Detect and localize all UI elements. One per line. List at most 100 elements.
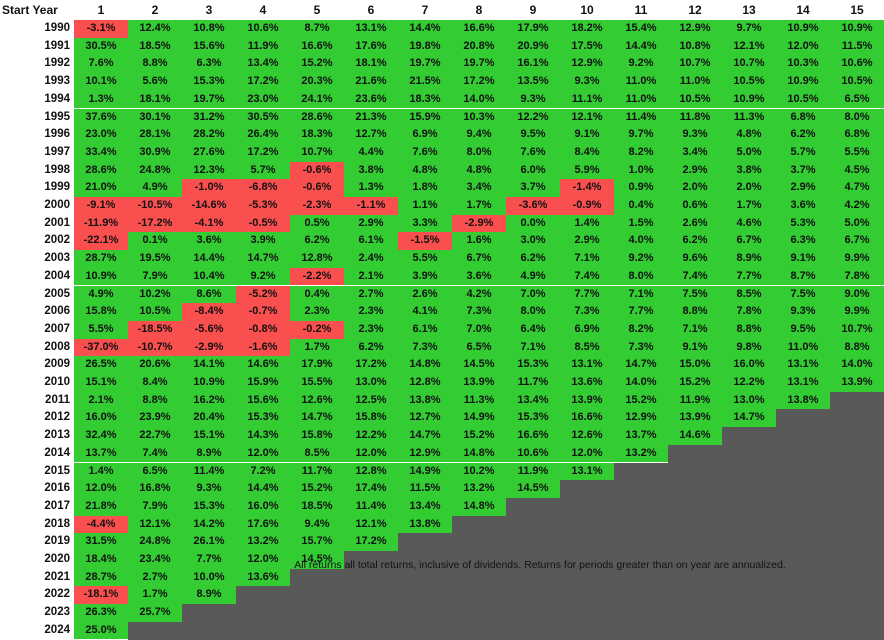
return-cell: 4.4% — [344, 143, 398, 162]
return-cell: 13.0% — [722, 391, 776, 410]
return-cell: 10.2% — [452, 462, 506, 481]
returns-table: Start Year 1 2 3 4 5 6 7 8 9 10 11 12 13 14 15 1990 -3.1%… — [2, 3, 884, 640]
year-label: 2006 — [44, 305, 70, 318]
empty-region — [182, 604, 884, 623]
return-cell: 1.7% — [128, 586, 182, 605]
year-label: 2009 — [44, 358, 70, 371]
year-label: 2018 — [44, 517, 70, 530]
return-cell: 14.4% — [398, 20, 452, 38]
return-cell: 12.3% — [182, 161, 236, 180]
return-cell: 10.1% — [74, 73, 128, 91]
return-cell: 12.9% — [398, 444, 452, 463]
return-cell: 13.6% — [560, 374, 614, 392]
return-cell: 10.5% — [830, 73, 884, 91]
return-cell: 12.8% — [398, 374, 452, 392]
column-header: 14 — [796, 3, 810, 17]
return-cell: 2.9% — [344, 214, 398, 233]
return-cell: 8.7% — [290, 20, 344, 38]
return-cell: 7.1% — [560, 250, 614, 268]
year-label: 2005 — [44, 287, 70, 300]
return-cell: 9.4% — [290, 515, 344, 534]
return-cell: 18.5% — [290, 497, 344, 516]
year-label: 1996 — [44, 128, 70, 141]
year-label: 2003 — [44, 252, 70, 265]
return-cell: 13.8% — [398, 391, 452, 410]
return-cell: -5.6% — [182, 320, 236, 339]
return-cell: 18.2% — [560, 20, 614, 38]
return-cell: -18.1% — [74, 586, 128, 605]
return-cell: 19.8% — [398, 37, 452, 56]
return-cell: 15.6% — [182, 37, 236, 56]
return-cell: 23.0% — [74, 126, 128, 144]
return-cell: 20.9% — [506, 37, 560, 56]
return-cell: 7.9% — [128, 497, 182, 516]
return-cell: 5.5% — [398, 250, 452, 268]
return-cell: 8.7% — [776, 267, 830, 286]
return-cell: 16.0% — [74, 409, 128, 428]
return-cell: 26.4% — [236, 126, 290, 144]
column-header: 6 — [367, 3, 375, 17]
return-cell: 3.9% — [236, 232, 290, 251]
return-cell: 14.4% — [236, 480, 290, 498]
year-label: 2013 — [44, 429, 70, 442]
return-cell: 17.6% — [236, 515, 290, 534]
empty-region — [668, 444, 884, 463]
return-cell: 22.7% — [128, 427, 182, 445]
return-cell: 15.9% — [398, 108, 452, 127]
return-cell: 12.7% — [344, 126, 398, 144]
return-cell: 6.8% — [830, 126, 884, 144]
return-cell: 18.1% — [128, 90, 182, 109]
return-cell: 3.6% — [776, 197, 830, 215]
return-cell: 15.8% — [344, 409, 398, 428]
return-cell: 15.1% — [182, 427, 236, 445]
return-cell: -10.5% — [128, 197, 182, 215]
return-cell: 12.0% — [776, 37, 830, 56]
return-cell: 14.7% — [236, 250, 290, 268]
return-cell: 9.3% — [668, 126, 722, 144]
return-cell: 6.3% — [776, 232, 830, 251]
return-cell: 15.3% — [236, 409, 290, 428]
return-cell: 6.4% — [506, 320, 560, 339]
return-cell: 19.7% — [452, 55, 506, 74]
return-cell: 10.7% — [830, 320, 884, 339]
return-cell: 18.3% — [398, 90, 452, 109]
return-cell: 14.7% — [722, 409, 776, 428]
return-cell: 18.3% — [290, 126, 344, 144]
return-cell: -0.5% — [236, 214, 290, 233]
column-header: 10 — [580, 3, 594, 17]
return-cell: 17.9% — [290, 356, 344, 374]
return-cell: 9.5% — [506, 126, 560, 144]
return-cell: 4.8% — [398, 161, 452, 180]
return-cell: 28.7% — [74, 250, 128, 268]
return-cell: 7.0% — [452, 320, 506, 339]
return-cell: 2.4% — [344, 250, 398, 268]
return-cell: 11.4% — [344, 497, 398, 516]
return-cell: -4.1% — [182, 214, 236, 233]
return-cell: 25.0% — [74, 621, 128, 640]
return-cell: -0.6% — [290, 179, 344, 197]
return-cell: 3.7% — [776, 161, 830, 180]
return-cell: 15.3% — [182, 497, 236, 516]
return-cell: 8.8% — [830, 338, 884, 357]
return-cell: 12.1% — [560, 108, 614, 127]
return-cell: 7.5% — [668, 285, 722, 304]
return-cell: 10.2% — [128, 285, 182, 304]
return-cell: 13.2% — [614, 444, 668, 463]
return-cell: 8.8% — [128, 391, 182, 410]
return-cell: 0.6% — [668, 197, 722, 215]
year-label: 2002 — [44, 234, 70, 247]
return-cell: 6.2% — [776, 126, 830, 144]
return-cell: 9.3% — [560, 73, 614, 91]
return-cell: 16.6% — [560, 409, 614, 428]
year-label: 1998 — [44, 163, 70, 176]
return-cell: 13.8% — [398, 515, 452, 534]
return-cell: 2.0% — [722, 179, 776, 197]
return-cell: 15.8% — [74, 303, 128, 321]
return-cell: -1.6% — [236, 338, 290, 357]
return-cell: 10.5% — [722, 73, 776, 91]
return-cell: 37.6% — [74, 108, 128, 127]
return-cell: 15.2% — [290, 480, 344, 498]
footnote: All returns all total returns, inclusive… — [294, 559, 786, 571]
return-cell: 0.5% — [290, 214, 344, 233]
return-cell: 14.6% — [236, 356, 290, 374]
